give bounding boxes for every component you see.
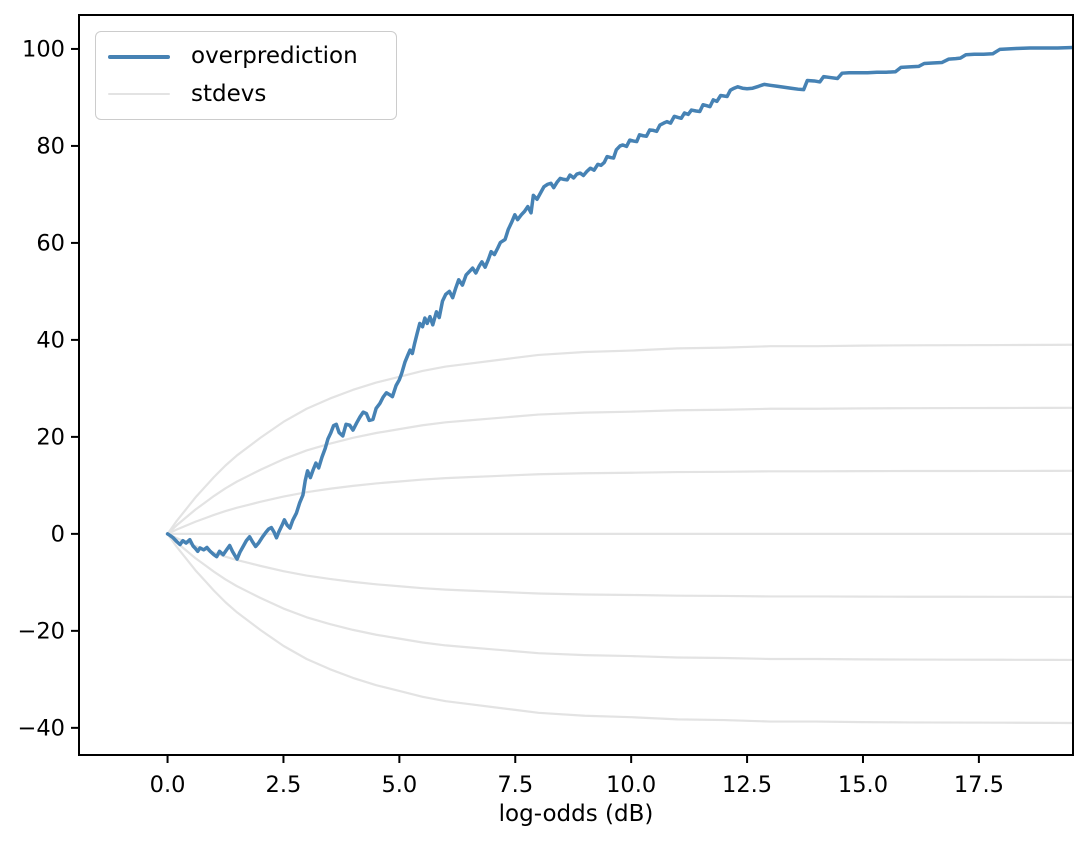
x-tick-label: 12.5: [722, 772, 772, 798]
x-tick-label: 15.0: [838, 772, 888, 798]
legend-line-overprediction-icon: [108, 54, 170, 59]
y-tick-label: 0: [51, 521, 65, 547]
stdev-curve--3sigma: [166, 532, 1073, 725]
series-overprediction: [165, 45, 1073, 561]
x-tick-label: 7.5: [497, 772, 533, 798]
stdev-curve--2sigma: [166, 532, 1073, 662]
y-tick-label: 60: [36, 230, 65, 256]
y-tick-label: 40: [36, 327, 65, 353]
stdev-curve-1sigma: [166, 469, 1073, 535]
y-tick-label: 100: [22, 36, 65, 62]
legend-label-stdevs: stdevs: [191, 80, 267, 107]
stdev-curve--1sigma: [166, 532, 1073, 599]
x-tick-label: 5.0: [381, 772, 417, 798]
x-tick-label: 10.0: [606, 772, 656, 798]
legend-label-overprediction: overprediction: [191, 43, 358, 70]
y-tick-label: −40: [18, 715, 65, 741]
plot-area: [165, 45, 1073, 725]
legend-entry-stdevs: stdevs: [106, 76, 386, 114]
legend: overprediction stdevs: [95, 31, 397, 120]
y-tick-label: −20: [18, 618, 65, 644]
plot-spines: [78, 14, 1074, 756]
stdev-curve-3sigma: [166, 343, 1073, 535]
y-tick-label: 80: [36, 133, 65, 159]
y-tick-label: 20: [36, 424, 65, 450]
x-tick-label: 0.0: [150, 772, 186, 798]
stdev-curve-2sigma: [166, 406, 1073, 535]
x-tick-label: 17.5: [954, 772, 1004, 798]
x-tick-label: 2.5: [266, 772, 302, 798]
x-axis-label: log-odds (dB): [498, 801, 654, 827]
legend-line-stdevs-icon: [108, 93, 170, 96]
legend-entry-overprediction: overprediction: [106, 38, 386, 76]
